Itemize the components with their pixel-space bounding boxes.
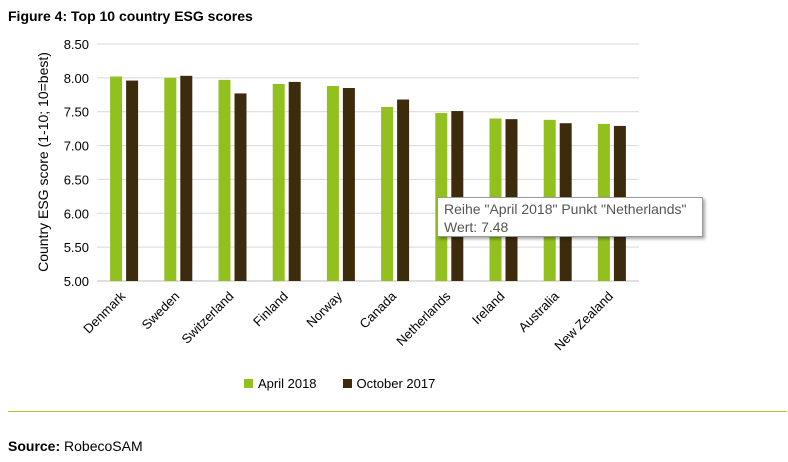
bar-denmark-april-2018[interactable] (110, 76, 123, 281)
y-tick-label: 5.00 (64, 274, 89, 289)
x-tick-label: Sweden (139, 289, 183, 333)
x-tick-label: Netherlands (393, 288, 454, 349)
legend-label-april-2018: April 2018 (258, 376, 317, 391)
footer-divider (8, 411, 787, 412)
source-label: Source: (8, 438, 61, 454)
y-tick-label: 8.50 (64, 37, 89, 52)
x-tick-label: Finland (250, 289, 291, 330)
x-tick-label: Canada (356, 288, 399, 331)
source-text: RobecoSAM (64, 438, 143, 454)
legend-item-october-2017[interactable]: October 2017 (342, 376, 436, 391)
bar-netherlands-october-2017[interactable] (451, 111, 464, 281)
legend-item-april-2018[interactable]: April 2018 (244, 376, 317, 391)
bar-canada-october-2017[interactable] (397, 99, 410, 281)
x-tick-label: New Zealand (551, 289, 616, 354)
y-tick-label: 5.50 (64, 240, 89, 255)
bar-switzerland-april-2018[interactable] (218, 79, 231, 281)
bars (110, 75, 626, 282)
x-tick-label: Australia (515, 288, 562, 335)
bar-norway-october-2017[interactable] (342, 88, 355, 281)
y-tick-label: 7.50 (64, 105, 89, 120)
figure-title: Figure 4: Top 10 country ESG scores (8, 8, 253, 24)
bar-norway-april-2018[interactable] (326, 85, 339, 282)
tooltip-series-line: Reihe "April 2018" Punkt "Netherlands" (444, 201, 687, 217)
x-tick-label: Switzerland (178, 289, 236, 347)
y-tick-labels: 5.00 5.50 6.00 6.50 7.00 7.50 8.00 8.50 (64, 37, 89, 289)
x-tick-label: Norway (303, 288, 345, 330)
x-tick-label: Denmark (80, 288, 128, 336)
y-axis-label: Country ESG score (1-10; 10=best) (35, 52, 51, 272)
bar-sweden-april-2018[interactable] (164, 77, 177, 281)
y-tick-label: 7.00 (64, 139, 89, 154)
bar-sweden-october-2017[interactable] (180, 75, 193, 281)
y-tick-label: 6.50 (64, 172, 89, 187)
x-tick-label: Ireland (469, 289, 508, 328)
legend-label-october-2017: October 2017 (356, 376, 436, 391)
bar-canada-april-2018[interactable] (381, 106, 394, 281)
bar-finland-october-2017[interactable] (288, 81, 301, 281)
bar-denmark-october-2017[interactable] (126, 80, 139, 282)
legend-swatch-april-2018 (244, 379, 253, 388)
gridlines (97, 43, 639, 282)
legend-swatch-october-2017 (342, 379, 352, 388)
y-tick-label: 6.00 (64, 206, 89, 221)
tooltip-value-line: Wert: 7.48 (444, 219, 509, 235)
y-tick-label: 8.00 (64, 71, 89, 86)
chart-legend: April 2018 October 2017 (244, 376, 435, 391)
bar-finland-april-2018[interactable] (272, 83, 285, 281)
bar-switzerland-october-2017[interactable] (234, 93, 247, 281)
source-line: Source: RobecoSAM (8, 438, 143, 454)
data-point-tooltip: Reihe "April 2018" Punkt "Netherlands" W… (437, 197, 703, 237)
